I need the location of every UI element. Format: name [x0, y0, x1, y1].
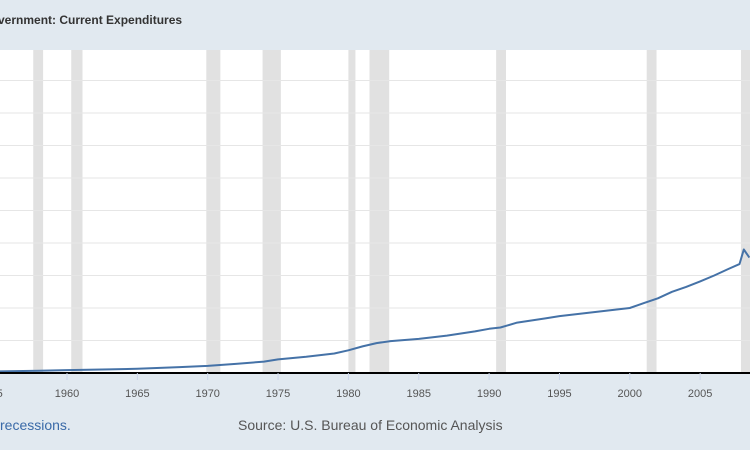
recession-band [646, 50, 657, 373]
x-tick-label: 1985 [407, 388, 431, 400]
x-tick-label: 2000 [618, 388, 642, 400]
recession-band [71, 50, 83, 373]
recession-band [33, 50, 44, 373]
recession-band [740, 50, 750, 373]
source-text: Source: U.S. Bureau of Economic Analysis [238, 417, 503, 433]
recession-band [262, 50, 281, 373]
x-tick-label: 55 [0, 388, 3, 400]
x-tick-label: 1970 [195, 388, 219, 400]
x-tick-label: 1995 [547, 388, 571, 400]
x-tick-label: 1975 [266, 388, 290, 400]
recession-bands [33, 50, 750, 373]
recession-band [496, 50, 506, 373]
recession-band [369, 50, 390, 373]
x-tick-label: 2005 [688, 388, 712, 400]
recession-band [348, 50, 356, 373]
chart-plot: 55 1960 1965 1970 1975 1980 1985 1990 1995 2000 20… [0, 50, 750, 400]
recession-band [206, 50, 221, 373]
recessions-link[interactable]: recessions. [0, 417, 71, 433]
chart-title: vernment: Current Expenditures [0, 13, 183, 27]
x-tick-label: 1965 [125, 388, 149, 400]
series-line[interactable] [0, 248, 750, 373]
x-tick-label: 1990 [477, 388, 501, 400]
x-tick-label: 1980 [336, 388, 360, 400]
x-axis-ticks: 55 1960 1965 1970 1975 1980 1985 1990 1995 2000 20… [0, 373, 712, 400]
x-tick-label: 1960 [55, 388, 79, 400]
